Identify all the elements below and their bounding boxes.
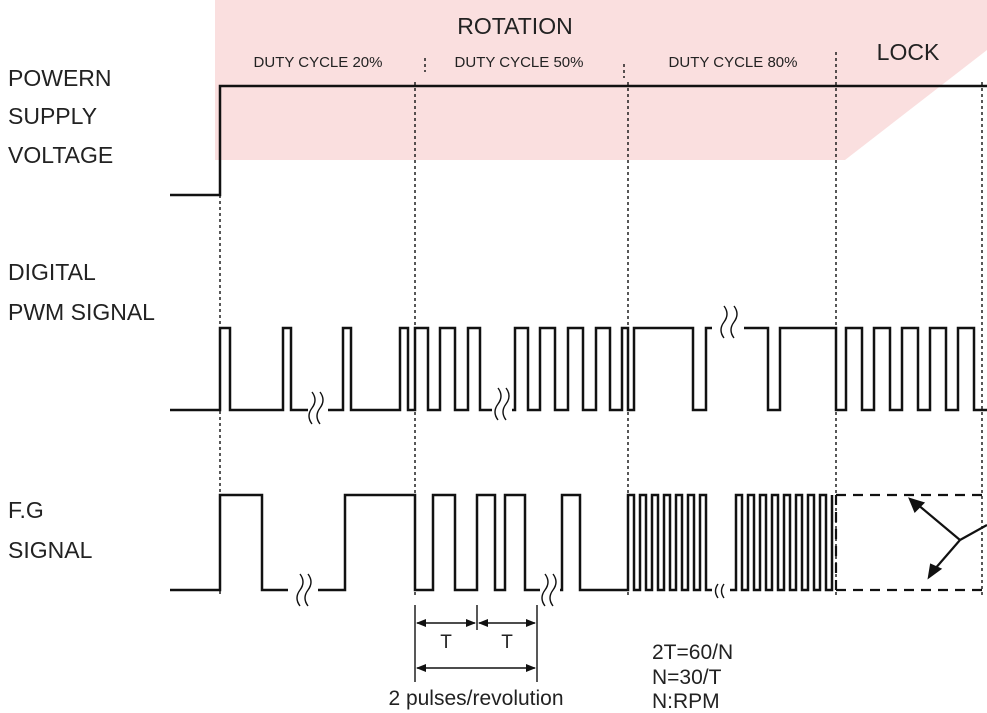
period-label-1: T <box>440 632 452 653</box>
fg-break-mark <box>541 573 557 607</box>
pwm-label-line-2: PWM SIGNAL <box>8 299 155 325</box>
fg-break-mark <box>296 573 312 607</box>
fg-label-line-2: SIGNAL <box>8 537 93 563</box>
dimension-arrowheads <box>416 619 536 672</box>
formula-line-1: 2T=60/N <box>652 641 733 664</box>
fg-break-mark <box>714 583 725 599</box>
pwm-waveform-path <box>170 326 987 412</box>
duty-cycle-50-label: DUTY CYCLE 50% <box>455 54 584 71</box>
lock-header: LOCK <box>877 39 940 65</box>
lock-arrows <box>908 497 987 580</box>
power-label-line-3: VOLTAGE <box>8 142 113 168</box>
pwm-break-mark <box>720 305 738 339</box>
lock-state-box <box>834 493 987 592</box>
pwm-label-line-1: DIGITAL <box>8 259 96 285</box>
formula-line-2: N=30/T <box>652 666 722 689</box>
formula-line-3: N:RPM <box>652 690 720 713</box>
fg-label-line-1: F.G <box>8 497 44 523</box>
power-supply-waveform <box>170 84 987 197</box>
watermark <box>215 0 987 160</box>
rotation-header: ROTATION <box>457 13 572 39</box>
fg-waveform <box>170 493 834 592</box>
period-label-2: T <box>501 632 513 653</box>
power-label-line-2: SUPPLY <box>8 103 97 129</box>
pwm-break-mark <box>308 391 324 425</box>
pulses-caption: 2 pulses/revolution <box>388 687 563 710</box>
power-label-line-1: POWERN <box>8 65 112 91</box>
period-dimension <box>414 605 538 682</box>
pwm-break-mark <box>494 387 510 421</box>
duty-cycle-80-label: DUTY CYCLE 80% <box>669 54 798 71</box>
duty-cycle-20-label: DUTY CYCLE 20% <box>254 54 383 71</box>
